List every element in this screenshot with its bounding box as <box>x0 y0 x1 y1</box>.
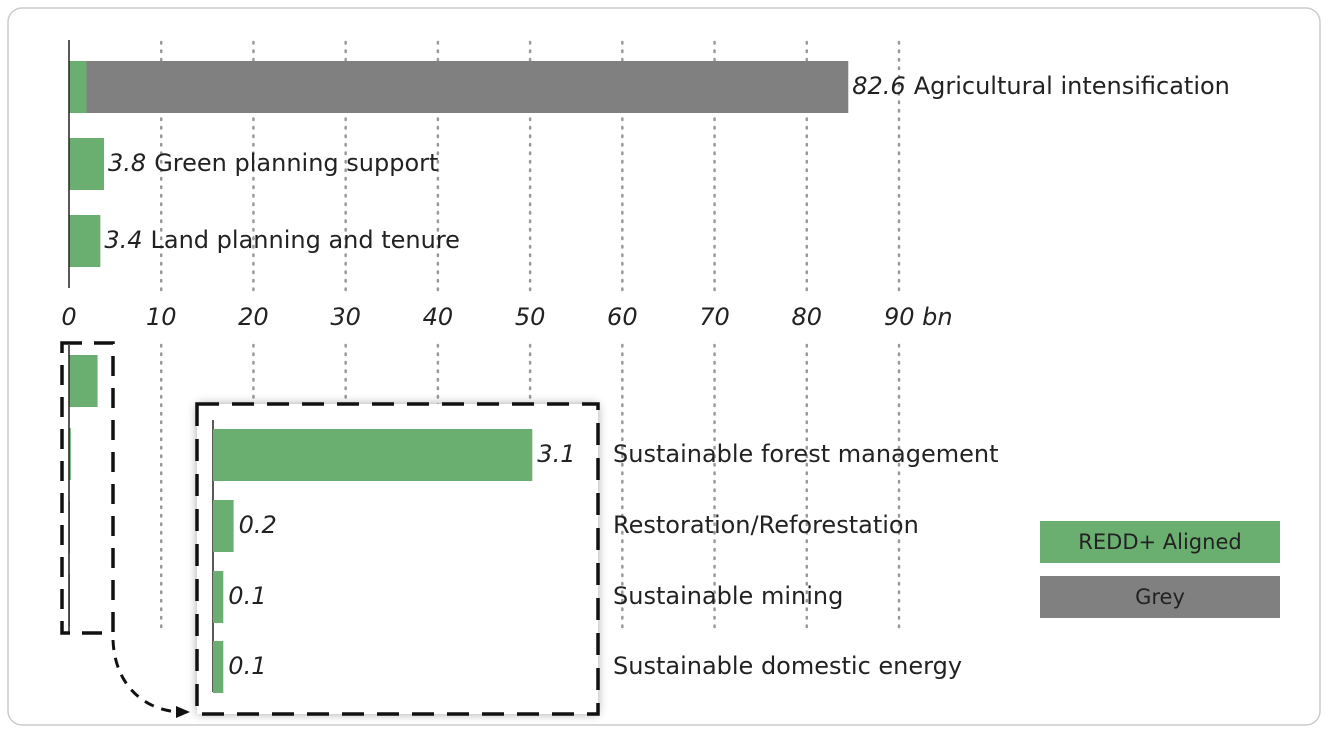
value-label: 0.1 <box>228 582 266 610</box>
inset: 3.1 Sustainable forest management 0.2 Resto… <box>213 429 999 693</box>
value-label: 82.6 <box>852 72 905 100</box>
legend-label: Grey <box>1135 585 1185 609</box>
x-tick-label: 60 <box>607 303 638 331</box>
legend-label: REDD+ Aligned <box>1078 530 1241 554</box>
bar <box>69 138 105 190</box>
category-label: Sustainable mining <box>613 582 843 610</box>
x-tick-label: 80 <box>792 303 823 331</box>
legend-swatch <box>1040 576 1280 618</box>
bar <box>69 428 71 480</box>
bar <box>69 355 98 407</box>
zoom-source-box <box>60 341 115 635</box>
value-label: 3.8 <box>108 149 146 177</box>
value-label: 0.2 <box>239 511 277 539</box>
inset-bar <box>213 571 224 623</box>
x-tick-label: 20 <box>238 303 269 331</box>
legend: REDD+ Aligned Grey <box>1040 521 1280 618</box>
category-label: Green planning support <box>154 149 438 177</box>
bar <box>69 61 87 113</box>
inset-bar <box>213 429 533 481</box>
value-label: 3.1 <box>537 440 575 468</box>
inset-bar <box>213 500 234 552</box>
zoom-arrowhead <box>176 706 190 718</box>
category-label: Agricultural intensification <box>914 72 1230 100</box>
category-label: Sustainable forest management <box>613 440 999 468</box>
category-label: Restoration/Reforestation <box>613 511 919 539</box>
x-tick-label: 30 <box>330 303 361 331</box>
x-tick-label: 10 <box>146 303 177 331</box>
zoom-arrow <box>111 639 183 714</box>
x-tick-label: 40 <box>423 303 454 331</box>
x-tick-label: 0 <box>61 303 76 331</box>
inset-bar <box>213 641 224 693</box>
x-tick-label: 90 bn <box>884 303 953 331</box>
value-label: 0.1 <box>228 652 266 680</box>
category-label: Land planning and tenure <box>151 226 460 254</box>
bar <box>86 61 849 113</box>
x-tick-label: 70 <box>699 303 730 331</box>
category-label: Sustainable domestic energy <box>613 652 962 680</box>
x-tick-label: 50 <box>515 303 546 331</box>
bar <box>69 215 101 267</box>
legend-swatch <box>1040 521 1280 563</box>
value-label: 3.4 <box>104 226 142 254</box>
